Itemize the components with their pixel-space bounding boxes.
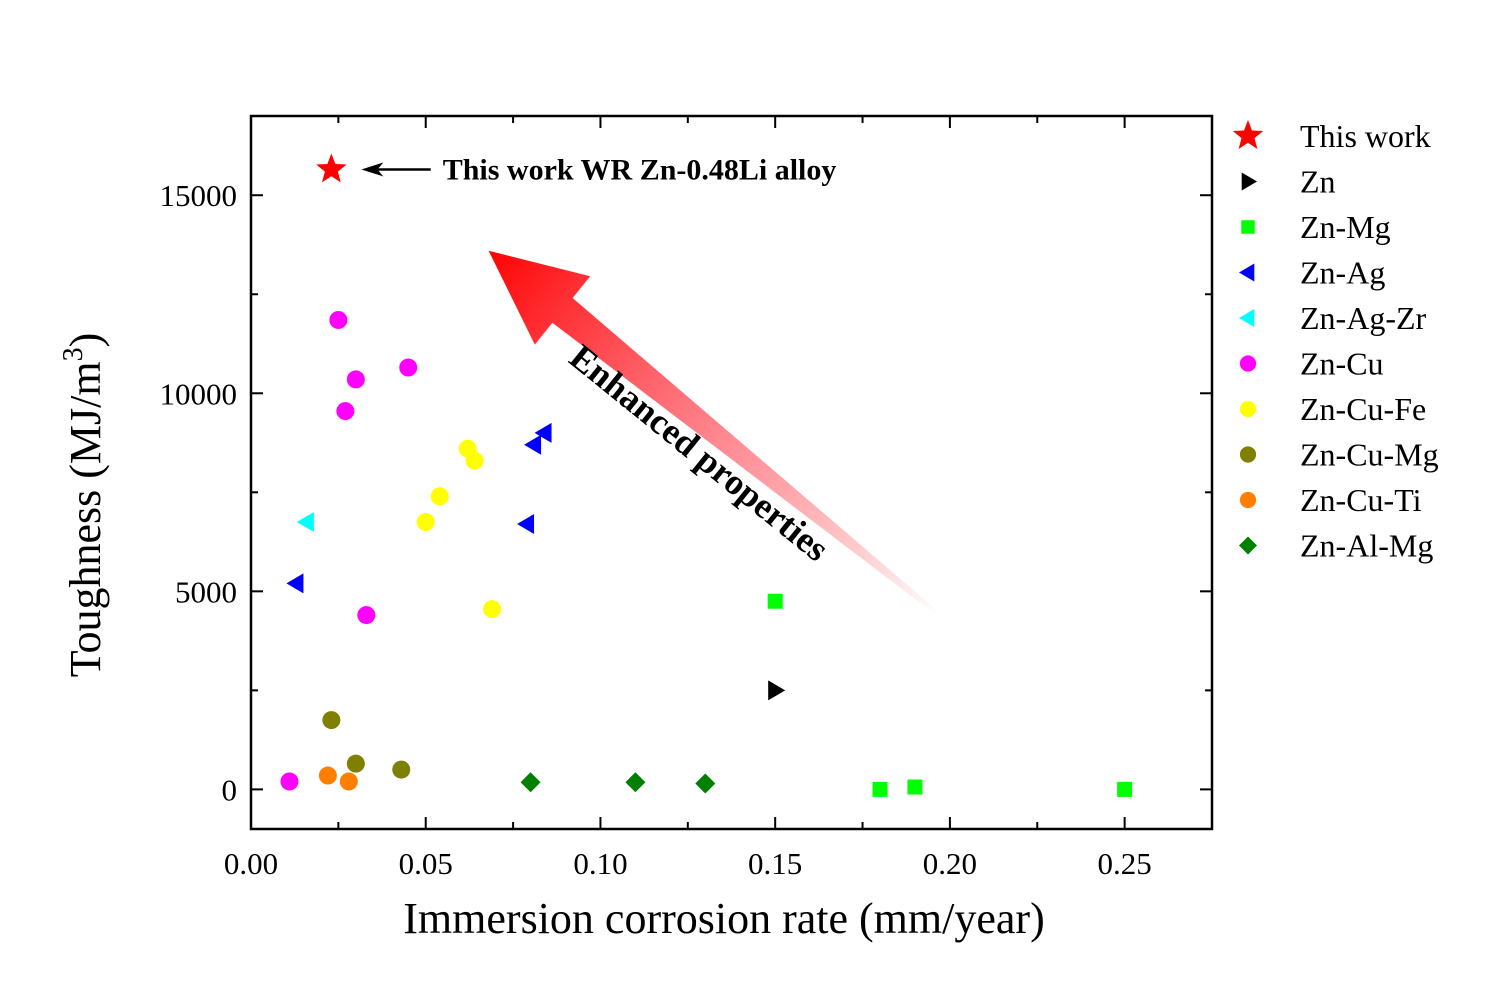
legend-marker-zn-ag-zr bbox=[1239, 309, 1255, 327]
y-tick-label: 5000 bbox=[175, 574, 237, 609]
point-zn-cu-mg bbox=[322, 711, 341, 730]
legend-marker-zn-cu bbox=[1239, 355, 1257, 372]
y-axis-title-group: Toughness (MJ/m3) bbox=[58, 333, 110, 678]
this-work-label: This work WR Zn-0.48Li alloy bbox=[443, 153, 837, 186]
point-zn-al-mg bbox=[520, 772, 541, 793]
legend-label-zn-ag-zr: Zn-Ag-Zr bbox=[1300, 300, 1427, 336]
legend-label-zn-cu-fe: Zn-Cu-Fe bbox=[1300, 391, 1426, 427]
this-work-pointer-head bbox=[361, 162, 384, 177]
point-zn-cu bbox=[357, 606, 376, 625]
enhanced-properties-arrow bbox=[488, 250, 941, 617]
plot-frame bbox=[249, 114, 1214, 831]
enhanced-properties-annotation: Enhanced properties bbox=[488, 250, 941, 617]
point-zn-ag bbox=[534, 422, 552, 443]
legend-label-zn-al-mg: Zn-Al-Mg bbox=[1300, 528, 1433, 564]
y-tick-label: 10000 bbox=[160, 376, 238, 411]
legend-label-zn-mg: Zn-Mg bbox=[1300, 209, 1391, 245]
legend-marker-zn-al-mg bbox=[1239, 536, 1257, 555]
point-zn bbox=[768, 680, 786, 701]
y-axis-title-close: ) bbox=[61, 333, 110, 348]
enhanced-properties-label: Enhanced properties bbox=[562, 337, 836, 570]
point-zn-mg bbox=[872, 781, 888, 797]
legend-marker-zn-cu-ti bbox=[1239, 491, 1257, 509]
point-zn-cu bbox=[346, 370, 365, 389]
point-zn-cu-fe bbox=[465, 451, 484, 470]
legend-label-this-work: This work bbox=[1300, 118, 1431, 154]
point-zn-cu bbox=[329, 310, 348, 329]
legend-label-zn: Zn bbox=[1300, 164, 1336, 200]
point-this-work bbox=[316, 153, 347, 183]
point-zn-al-mg bbox=[625, 772, 646, 793]
x-axis-title: Immersion corrosion rate (mm/year) bbox=[403, 894, 1044, 943]
legend-label-zn-cu-ti: Zn-Cu-Ti bbox=[1300, 482, 1422, 518]
point-zn-mg bbox=[1117, 781, 1133, 797]
x-tick-label: 0.05 bbox=[399, 846, 453, 881]
point-zn-ag-zr bbox=[296, 512, 314, 533]
legend-marker-zn-mg bbox=[1241, 220, 1255, 234]
point-zn-ag bbox=[286, 573, 304, 594]
y-axis-ticks bbox=[251, 194, 1212, 791]
point-zn-cu-ti bbox=[339, 772, 358, 791]
point-zn-cu-ti bbox=[318, 766, 337, 785]
legend-marker-zn bbox=[1241, 172, 1257, 191]
point-zn-cu-fe bbox=[416, 513, 435, 532]
point-zn-cu bbox=[280, 772, 299, 791]
y-tick-label: 0 bbox=[222, 772, 238, 807]
point-zn-al-mg bbox=[695, 773, 716, 794]
legend-marker-zn-ag bbox=[1239, 263, 1255, 282]
legend-marker-zn-cu-mg bbox=[1239, 446, 1257, 463]
legend-label-zn-cu: Zn-Cu bbox=[1300, 346, 1384, 382]
y-axis-title-superscript: 3 bbox=[58, 347, 89, 361]
x-axis-ticks bbox=[250, 116, 1126, 829]
point-zn-cu-mg bbox=[392, 760, 411, 779]
x-tick-label: 0.25 bbox=[1098, 846, 1152, 881]
point-zn-cu-fe bbox=[430, 487, 449, 506]
legend-marker-zn-cu-fe bbox=[1239, 400, 1257, 418]
legend: This work Zn Zn-Mg Zn-Ag Zn-Ag-Zr Zn-Cu Zn-Cu-… bbox=[1232, 118, 1439, 564]
point-zn-cu bbox=[399, 358, 418, 377]
legend-marker-this-work bbox=[1232, 120, 1264, 149]
point-zn-ag bbox=[524, 434, 542, 455]
svg-text:Toughness (MJ/m3): Toughness (MJ/m3) bbox=[58, 333, 110, 678]
point-zn-mg bbox=[907, 779, 923, 795]
y-axis-tick-labels: 0 5000 10000 15000 bbox=[160, 178, 238, 807]
point-zn-cu-fe bbox=[483, 600, 502, 619]
y-tick-label: 15000 bbox=[160, 178, 238, 213]
point-zn-cu-mg bbox=[346, 754, 365, 773]
legend-label-zn-ag: Zn-Ag bbox=[1300, 255, 1385, 291]
point-zn-ag bbox=[517, 513, 535, 534]
point-zn-mg bbox=[767, 593, 783, 609]
x-tick-label: 0.20 bbox=[923, 846, 977, 881]
x-tick-label: 0.00 bbox=[224, 846, 278, 881]
data-points bbox=[280, 153, 1133, 797]
this-work-annotation: This work WR Zn-0.48Li alloy bbox=[361, 153, 836, 186]
x-tick-label: 0.15 bbox=[748, 846, 802, 881]
x-axis-tick-labels: 0.00 0.05 0.10 0.15 0.20 0.25 bbox=[224, 846, 1152, 881]
y-axis-title: Toughness (MJ/m bbox=[61, 361, 110, 677]
point-zn-cu bbox=[336, 402, 355, 421]
legend-label-zn-cu-mg: Zn-Cu-Mg bbox=[1300, 437, 1439, 473]
x-tick-label: 0.10 bbox=[573, 846, 627, 881]
